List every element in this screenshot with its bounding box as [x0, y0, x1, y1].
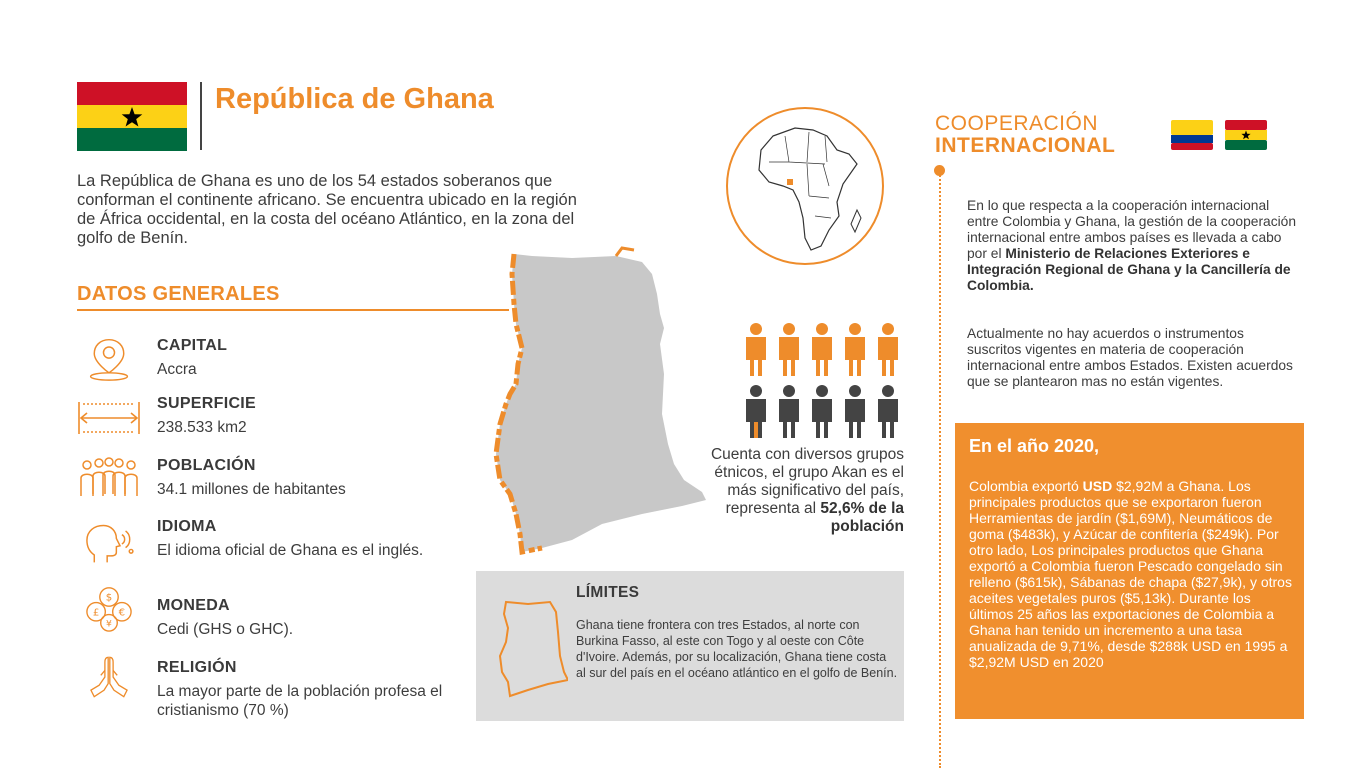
page-title: República de Ghana — [215, 83, 494, 115]
cooperation-p1-text: En lo que respecta a la cooperación inte… — [967, 198, 1297, 261]
fact-value-religion: La mayor parte de la población profesa e… — [157, 683, 443, 719]
fact-value-superficie: 238.533 km2 — [157, 419, 247, 436]
ghana-flag-small — [1225, 120, 1267, 150]
fact-label-superficie: SUPERFICIE — [157, 395, 257, 412]
trade-2020-panel — [955, 423, 1304, 719]
ghana-map — [493, 246, 706, 555]
ethnic-groups-text: Cuenta con diversos grupos étnicos, el g… — [700, 446, 904, 536]
datos-generales-title: DATOS GENERALES — [77, 283, 280, 305]
fact-value-idioma: El idioma oficial de Ghana es el inglés. — [157, 542, 424, 559]
title-divider — [200, 82, 202, 150]
people-group-icon — [80, 457, 138, 496]
ruler-icon — [78, 402, 140, 434]
fact-label-moneda: MONEDA — [157, 597, 230, 614]
limits-text: Ghana tiene frontera con tres Estados, a… — [576, 618, 898, 680]
fact-label-capital: CAPITAL — [157, 337, 228, 354]
ghana-flag — [77, 82, 187, 151]
trade-2020-text: Colombia exportó USD $2,92M a Ghana. Los… — [969, 478, 1295, 670]
ethnic-groups-pictogram — [746, 323, 898, 438]
trade-text-bold: USD — [1082, 478, 1113, 494]
svg-text:¥: ¥ — [106, 618, 112, 629]
trade-2020-title: En el año 2020, — [969, 436, 1100, 456]
colombia-flag — [1171, 120, 1213, 150]
limits-panel — [476, 571, 904, 721]
trade-text-after: $2,92M a Ghana. Los principales producto… — [969, 478, 1292, 670]
fact-label-poblacion: POBLACIÓN — [157, 457, 256, 474]
ethnic-text: Cuenta con diversos grupos étnicos, el g… — [710, 446, 904, 517]
limits-title: LÍMITES — [576, 584, 640, 601]
svg-text:€: € — [119, 607, 125, 618]
trade-text-before: Colombia exportó — [969, 478, 1079, 494]
section-divider — [77, 309, 509, 311]
fact-value-capital: Accra — [157, 361, 197, 378]
praying-hands-icon — [90, 656, 128, 698]
speaking-head-icon — [86, 524, 134, 563]
africa-map-icon — [726, 107, 884, 265]
cooperation-paragraph-1: En lo que respecta a la cooperación inte… — [967, 198, 1297, 294]
location-pin-icon — [89, 338, 129, 381]
currency-coins-icon: $ £ € ¥ — [86, 587, 132, 632]
fact-label-religion: RELIGIÓN — [157, 659, 237, 676]
cooperation-p1-bold: Ministerio de Relaciones Exteriores e In… — [967, 246, 1291, 293]
svg-text:£: £ — [93, 607, 99, 618]
cooperation-title-line1: COOPERACIÓN — [935, 112, 1099, 135]
cooperation-title-line2: INTERNACIONAL — [935, 134, 1116, 157]
ethnic-highlight: 52,6% de la población — [820, 500, 904, 535]
intro-paragraph: La República de Ghana es uno de los 54 e… — [77, 172, 577, 247]
ghana-outline-icon — [498, 600, 568, 698]
timeline-dot — [934, 165, 945, 176]
fact-value-poblacion: 34.1 millones de habitantes — [157, 481, 346, 498]
cooperation-paragraph-2: Actualmente no hay acuerdos o instrument… — [967, 326, 1293, 389]
fact-value-moneda: Cedi (GHS o GHC). — [157, 621, 294, 638]
svg-text:$: $ — [106, 593, 112, 604]
timeline-line — [939, 172, 941, 768]
fact-label-idioma: IDIOMA — [157, 518, 217, 535]
